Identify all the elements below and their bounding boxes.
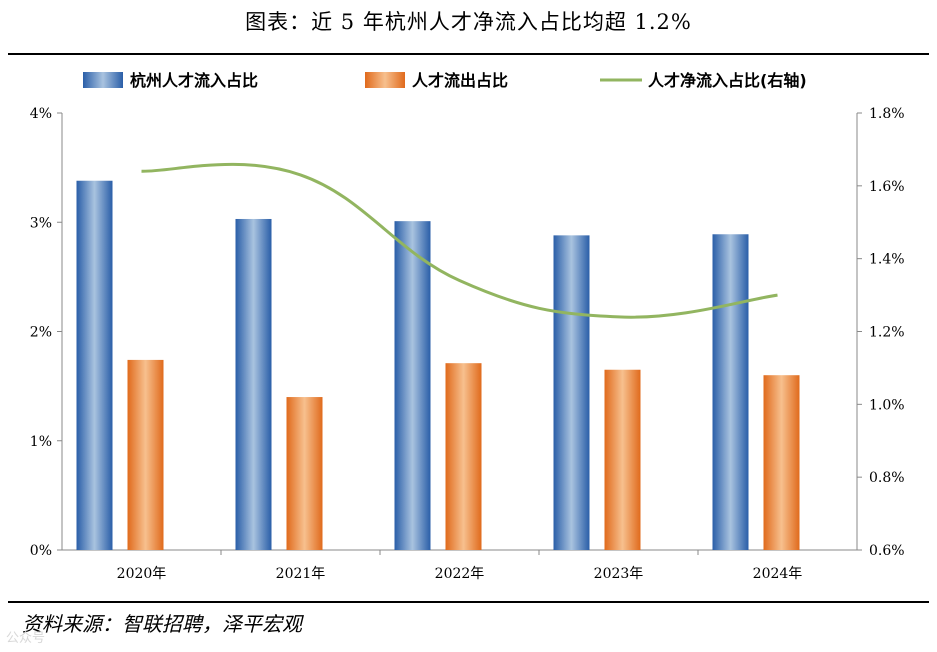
- bar-inflow: [553, 235, 590, 551]
- bar-outflow: [127, 359, 164, 550]
- bar-outflow: [763, 375, 800, 550]
- right-axis-tick-label: 1.0%: [869, 397, 905, 413]
- legend: 杭州人才流入占比 人才流出占比 人才净流入占比(右轴): [83, 71, 807, 90]
- legend-label-net: 人才净流入占比(右轴): [648, 71, 807, 90]
- bars: [76, 180, 800, 551]
- left-axis-tick-label: 4%: [30, 106, 52, 122]
- right-axis-tick-label: 1.6%: [869, 179, 905, 195]
- right-axis-tick-label: 0.8%: [869, 470, 905, 486]
- x-axis-tick-label: 2020年: [117, 566, 167, 582]
- x-axis-tick-label: 2024年: [753, 566, 803, 582]
- tick-labels: 0% 1% 2% 3% 4% 0.6% 0.8% 1.0% 1.2% 1.4% 1.6% 1.8% 20…: [30, 106, 905, 582]
- left-axis-tick-label: 3%: [30, 215, 52, 231]
- x-axis-tick-label: 2023年: [594, 566, 644, 582]
- legend-label-outflow: 人才流出占比: [412, 71, 508, 90]
- bar-inflow: [394, 221, 431, 550]
- watermark-text: 公众号: [6, 631, 46, 646]
- right-axis-tick-label: 0.6%: [869, 543, 905, 559]
- source-note: 资料来源：智联招聘，泽平宏观: [22, 612, 302, 636]
- bar-inflow: [76, 180, 113, 551]
- chart-area: 0% 1% 2% 3% 4% 0.6% 0.8% 1.0% 1.2% 1.4% 1.6% 1.8% 20…: [30, 71, 905, 582]
- bar-inflow: [712, 234, 749, 550]
- left-axis-tick-label: 0%: [30, 543, 52, 559]
- bar-outflow: [445, 363, 482, 550]
- left-axis-tick-label: 1%: [30, 434, 52, 450]
- bar-inflow: [235, 218, 272, 550]
- legend-swatch-inflow: [83, 72, 123, 88]
- x-axis-tick-label: 2022年: [435, 566, 485, 582]
- legend-label-inflow: 杭州人才流入占比: [130, 71, 258, 90]
- line-series: [141, 162, 778, 319]
- bar-outflow: [286, 397, 323, 550]
- bottom-rule: [8, 601, 929, 603]
- top-rule: [8, 53, 929, 55]
- bar-outflow: [604, 369, 641, 550]
- right-axis-tick-label: 1.8%: [869, 106, 905, 122]
- net-inflow-line: [141, 162, 778, 319]
- chart-title: 图表：近 5 年杭州人才净流入占比均超 1.2%: [245, 10, 692, 34]
- right-axis-tick-label: 1.4%: [869, 252, 905, 268]
- x-axis-tick-label: 2021年: [276, 566, 326, 582]
- legend-swatch-outflow: [365, 72, 405, 88]
- right-axis-tick-label: 1.2%: [869, 325, 905, 341]
- left-axis-tick-label: 2%: [30, 325, 52, 341]
